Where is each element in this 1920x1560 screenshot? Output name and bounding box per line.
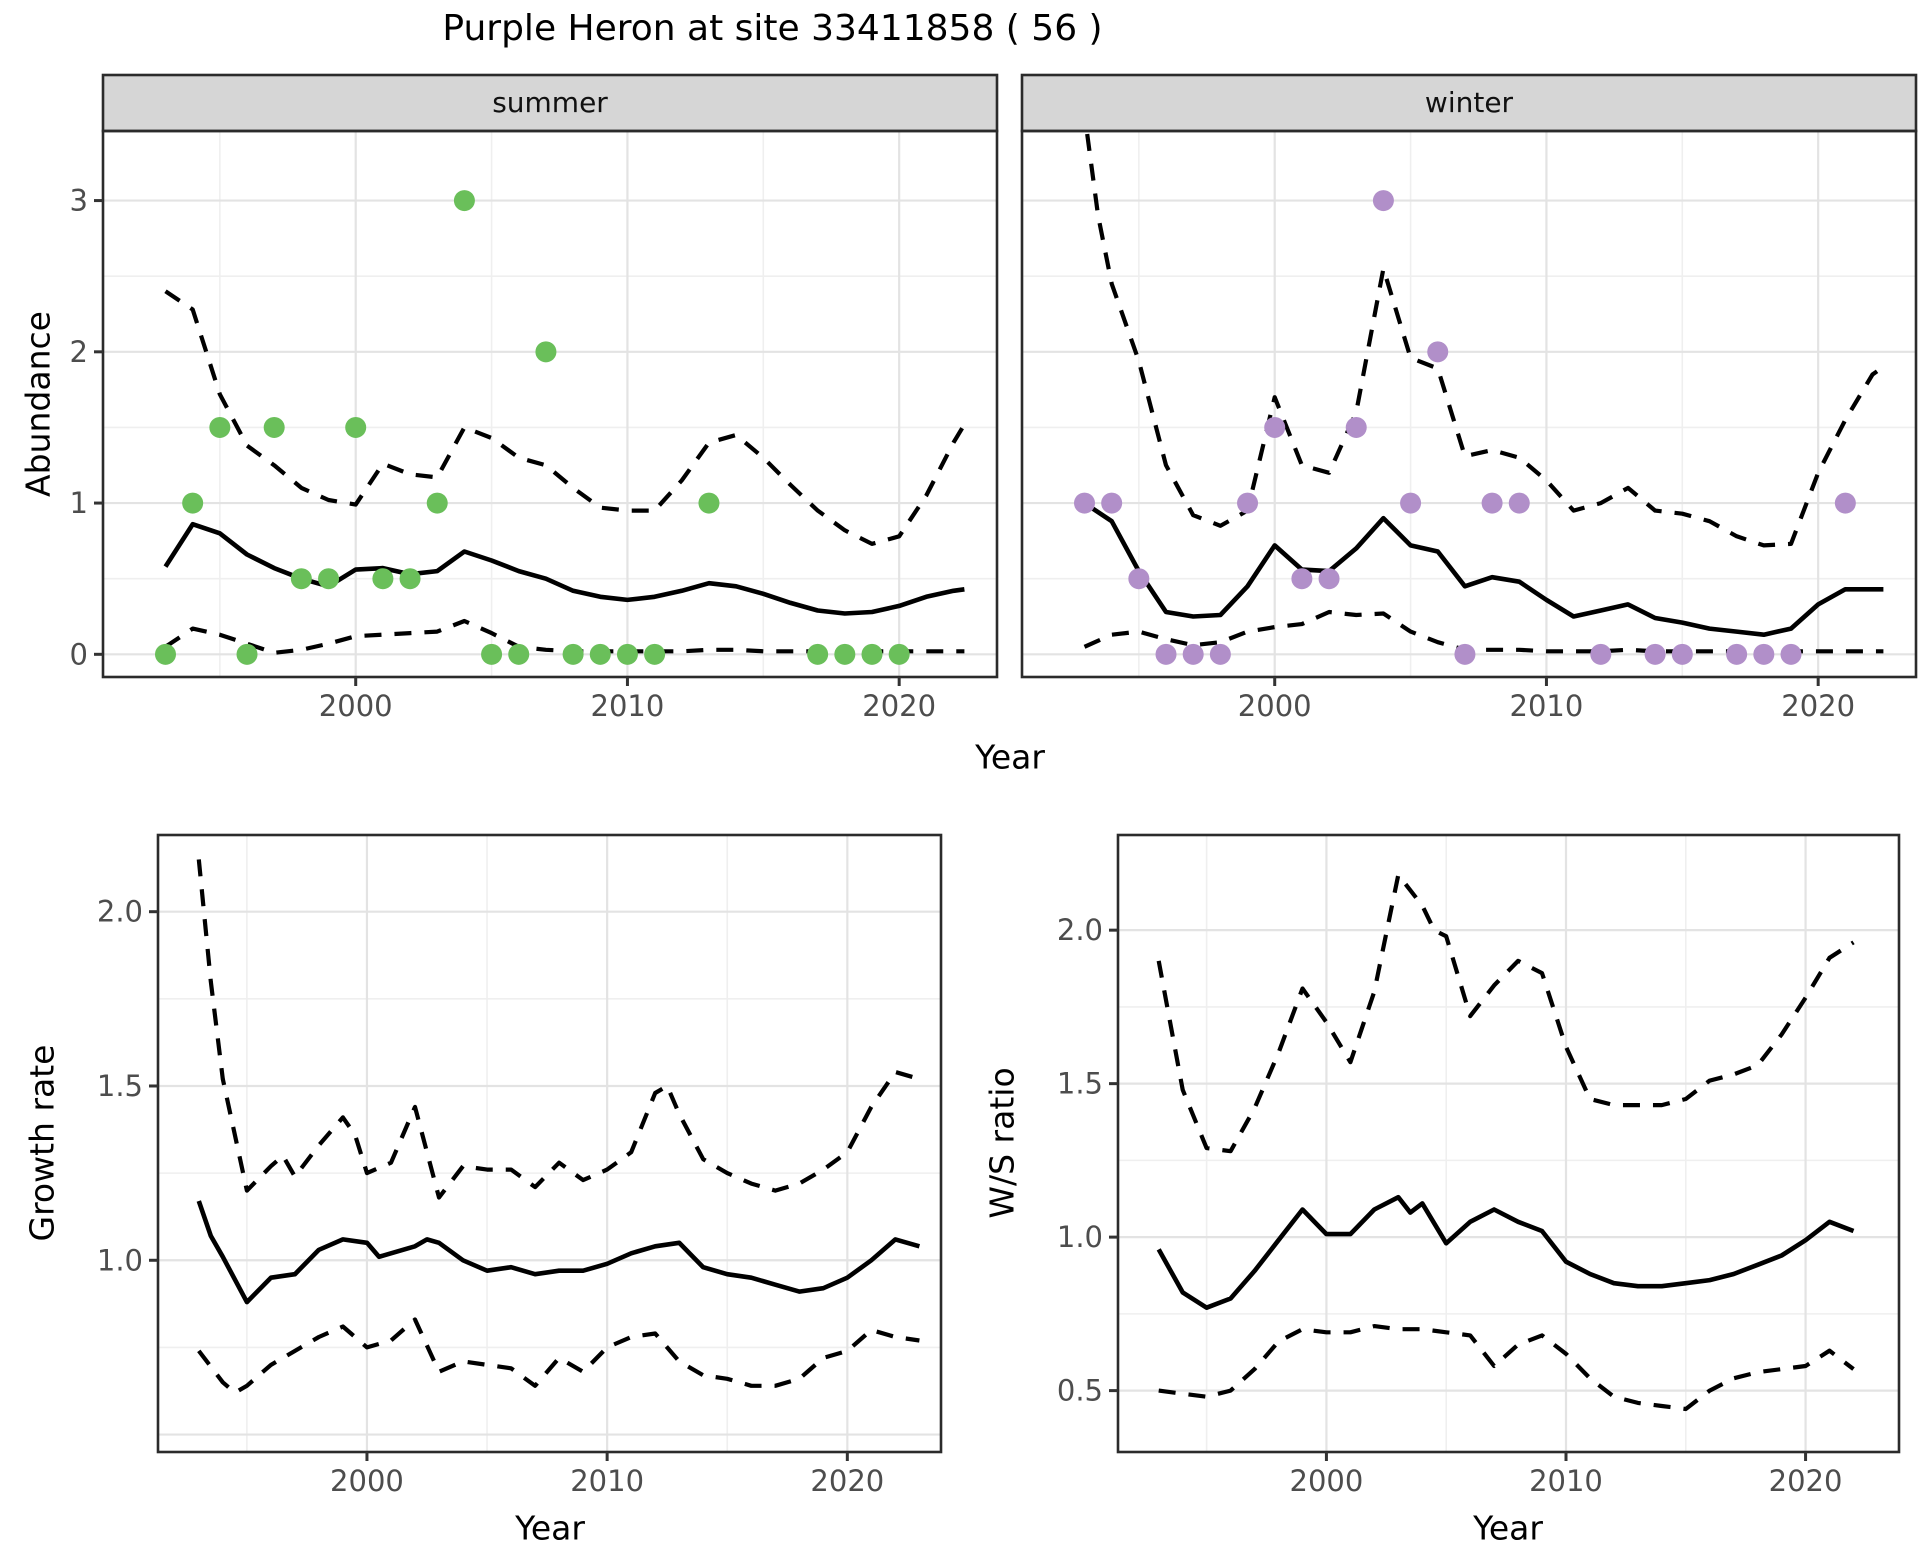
svg-text:2000: 2000 <box>330 1464 404 1498</box>
svg-text:2010: 2010 <box>1529 1464 1603 1498</box>
ws-ratio-axis-title: W/S ratio <box>982 1067 1022 1219</box>
top-year-axis-title: Year <box>975 737 1045 777</box>
svg-text:1.0: 1.0 <box>97 1243 143 1277</box>
abundance-winter-plot: 2000 2010 2020 <box>1020 73 1918 723</box>
growth-rate-plot: 2000 2010 2020 2.0 1.5 1.0 <box>97 833 943 1498</box>
abundance-summer-plot: 2000 2010 2020 0 1 2 3 <box>70 73 999 723</box>
ws-year-axis-title: Year <box>1473 1508 1543 1548</box>
growth-rate-axis-title: Growth rate <box>22 1044 62 1242</box>
svg-text:2020: 2020 <box>1781 689 1855 723</box>
svg-text:1.0: 1.0 <box>1057 1220 1103 1254</box>
svg-text:1.5: 1.5 <box>97 1069 143 1103</box>
svg-text:2020: 2020 <box>862 689 936 723</box>
svg-text:2: 2 <box>70 335 88 369</box>
svg-text:2010: 2010 <box>1510 689 1584 723</box>
svg-text:2000: 2000 <box>1290 1464 1364 1498</box>
svg-text:2.0: 2.0 <box>97 895 143 929</box>
facet-label-winter: winter <box>1424 86 1514 119</box>
svg-text:2020: 2020 <box>810 1464 884 1498</box>
abundance-axis-title: Abundance <box>18 311 58 497</box>
svg-text:2020: 2020 <box>1769 1464 1843 1498</box>
svg-text:1.5: 1.5 <box>1057 1067 1103 1101</box>
growth-year-axis-title: Year <box>515 1508 585 1548</box>
svg-text:0: 0 <box>70 637 88 671</box>
svg-text:2000: 2000 <box>1238 689 1312 723</box>
svg-text:2.0: 2.0 <box>1057 913 1103 947</box>
svg-text:2010: 2010 <box>591 689 665 723</box>
svg-text:0.5: 0.5 <box>1057 1374 1103 1408</box>
facet-label-summer: summer <box>492 86 608 119</box>
svg-text:3: 3 <box>70 184 88 218</box>
svg-text:2010: 2010 <box>570 1464 644 1498</box>
figure-title: Purple Heron at site 33411858 ( 56 ) <box>442 8 1103 49</box>
svg-text:1: 1 <box>70 486 88 520</box>
svg-text:2000: 2000 <box>319 689 393 723</box>
ws-ratio-plot: 2000 2010 2020 2.0 1.5 1.0 0.5 <box>1057 833 1901 1498</box>
